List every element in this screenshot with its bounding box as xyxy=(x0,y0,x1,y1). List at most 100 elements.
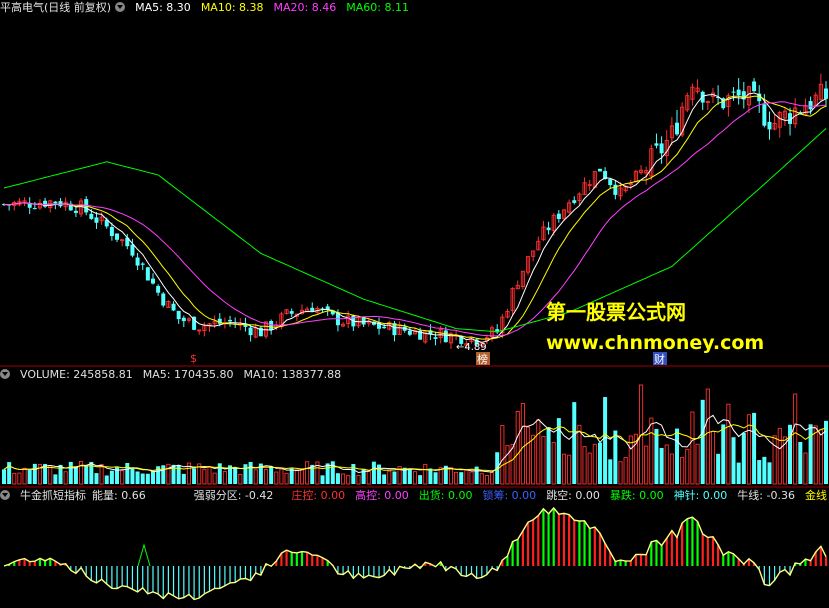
volume-bar xyxy=(294,469,299,485)
candle-body xyxy=(294,313,299,317)
volume-bar xyxy=(777,427,782,485)
volume-bar xyxy=(525,426,531,485)
volume-bar xyxy=(618,461,623,485)
candle-body xyxy=(140,263,145,265)
volume-bar xyxy=(438,467,443,485)
volume-bar xyxy=(418,475,423,484)
volume-bar xyxy=(89,461,94,484)
candle-body xyxy=(618,187,623,197)
volume-bar xyxy=(382,474,387,484)
volume-panel xyxy=(2,384,828,485)
candle-body xyxy=(181,317,186,322)
volume-bar xyxy=(212,472,217,485)
volume-bar xyxy=(2,469,6,484)
bang-badge-bg xyxy=(476,352,490,365)
volume-bar xyxy=(32,463,37,484)
volume-bar xyxy=(263,469,269,485)
candle-body xyxy=(741,91,746,100)
dropdown-icon[interactable] xyxy=(0,490,10,500)
volume-bar xyxy=(690,411,695,485)
volume-bar xyxy=(567,454,572,485)
volume-bar xyxy=(222,471,227,485)
volume-bar xyxy=(443,465,448,484)
volume-bar xyxy=(274,471,279,485)
candle-body xyxy=(412,330,418,335)
candle-body xyxy=(736,89,741,96)
volume-bar xyxy=(705,388,710,485)
candle-body xyxy=(79,200,84,215)
candle-body xyxy=(212,320,217,325)
volume-bar xyxy=(695,443,700,485)
candle-body xyxy=(37,202,43,209)
volume-bar xyxy=(510,443,515,485)
candle-body xyxy=(109,227,114,236)
candle-body xyxy=(546,227,551,231)
volume-bar xyxy=(63,471,68,485)
candle-body xyxy=(269,320,274,330)
candle-body xyxy=(675,122,680,135)
volume-bar xyxy=(577,424,582,485)
indicator-header: 牛金抓短指标 能量: 0.66 强弱分区: -0.42 庄控: 0.00 高控: 0.0… xyxy=(0,488,829,504)
candle-body xyxy=(572,200,577,203)
volume-bar xyxy=(27,469,32,484)
candle-body xyxy=(263,321,269,337)
candle-body xyxy=(310,307,315,312)
volume-bar xyxy=(202,469,207,485)
volume-bar xyxy=(767,462,772,484)
candle-body xyxy=(587,184,592,187)
candle-body xyxy=(649,148,654,177)
volume-bar xyxy=(520,403,525,485)
volume-bar xyxy=(782,436,787,485)
volume-header: VOLUME: 245858.81 MA5: 170435.80 MA10: 138… xyxy=(0,367,351,383)
candle-body xyxy=(94,217,99,223)
volume-bar xyxy=(371,461,376,484)
volume-bar xyxy=(335,473,340,484)
volume-bar xyxy=(17,472,22,485)
volume-bar xyxy=(572,402,577,484)
crash-value: 暴跌: 0.00 xyxy=(609,489,664,502)
volume-bar xyxy=(109,470,114,484)
volume-bar xyxy=(484,475,489,485)
volume-bar xyxy=(79,460,84,485)
candle-body xyxy=(166,300,171,308)
volume-bar xyxy=(808,424,813,484)
volume-bar xyxy=(546,427,551,484)
price-panel xyxy=(2,73,828,349)
volume-bar xyxy=(474,466,479,484)
candle-body xyxy=(341,323,346,327)
volume-bar xyxy=(464,469,469,485)
volume-bar xyxy=(536,419,541,485)
volume-bar xyxy=(43,463,48,484)
candle-body xyxy=(197,329,202,332)
candle-body xyxy=(721,98,726,109)
low-price-label: ←4.89 xyxy=(456,342,487,353)
volume-bar xyxy=(84,465,89,484)
volume-bar xyxy=(361,468,366,484)
candle-body xyxy=(176,310,181,320)
candle-body xyxy=(793,107,798,125)
control-value: 庄控: 0.00 xyxy=(291,489,346,502)
dropdown-icon[interactable] xyxy=(115,2,126,12)
candle-body xyxy=(443,330,448,343)
high-control-value: 高控: 0.00 xyxy=(355,489,409,502)
volume-bar xyxy=(500,425,505,485)
candle-body xyxy=(782,110,787,119)
dropdown-icon[interactable] xyxy=(0,369,10,379)
volume-bar xyxy=(710,431,716,485)
ma20-value: MA20: 8.46 xyxy=(273,1,337,14)
volume-bar xyxy=(675,428,680,484)
bull-line-value: 牛线: -0.36 xyxy=(737,489,795,502)
candle-body xyxy=(130,244,135,256)
volume-bar xyxy=(479,473,484,485)
bang-badge: 榜 xyxy=(477,352,488,366)
volume-bar xyxy=(669,453,674,485)
volume-bar xyxy=(233,467,238,484)
candle-body xyxy=(654,143,659,146)
volume-bar xyxy=(48,465,53,485)
volume-bar xyxy=(433,472,438,484)
candle-body xyxy=(161,293,166,306)
volume-bar xyxy=(680,456,685,485)
volume-bar xyxy=(243,464,248,484)
candle-body xyxy=(777,112,782,128)
